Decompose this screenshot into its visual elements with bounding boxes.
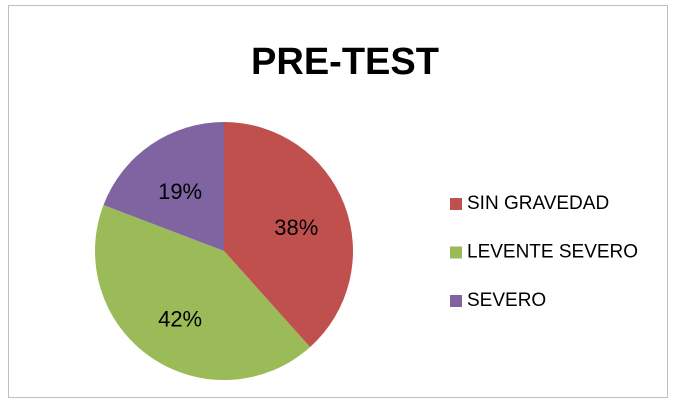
pie-slice [224, 122, 354, 348]
legend-label: LEVENTE SEVERO [467, 242, 638, 263]
data-label: 38% [274, 215, 318, 240]
pie-slice [103, 122, 224, 251]
legend-label: SEVERO [467, 290, 546, 311]
legend-label: SIN GRAVEDAD [467, 193, 609, 214]
data-label: 42% [158, 307, 202, 332]
data-label: 19% [158, 179, 202, 204]
pie-slice [95, 204, 311, 380]
legend-swatch [450, 198, 462, 210]
chart-title: PRE-TEST [251, 41, 439, 83]
legend-swatch [450, 295, 462, 307]
legend-swatch [450, 246, 462, 259]
